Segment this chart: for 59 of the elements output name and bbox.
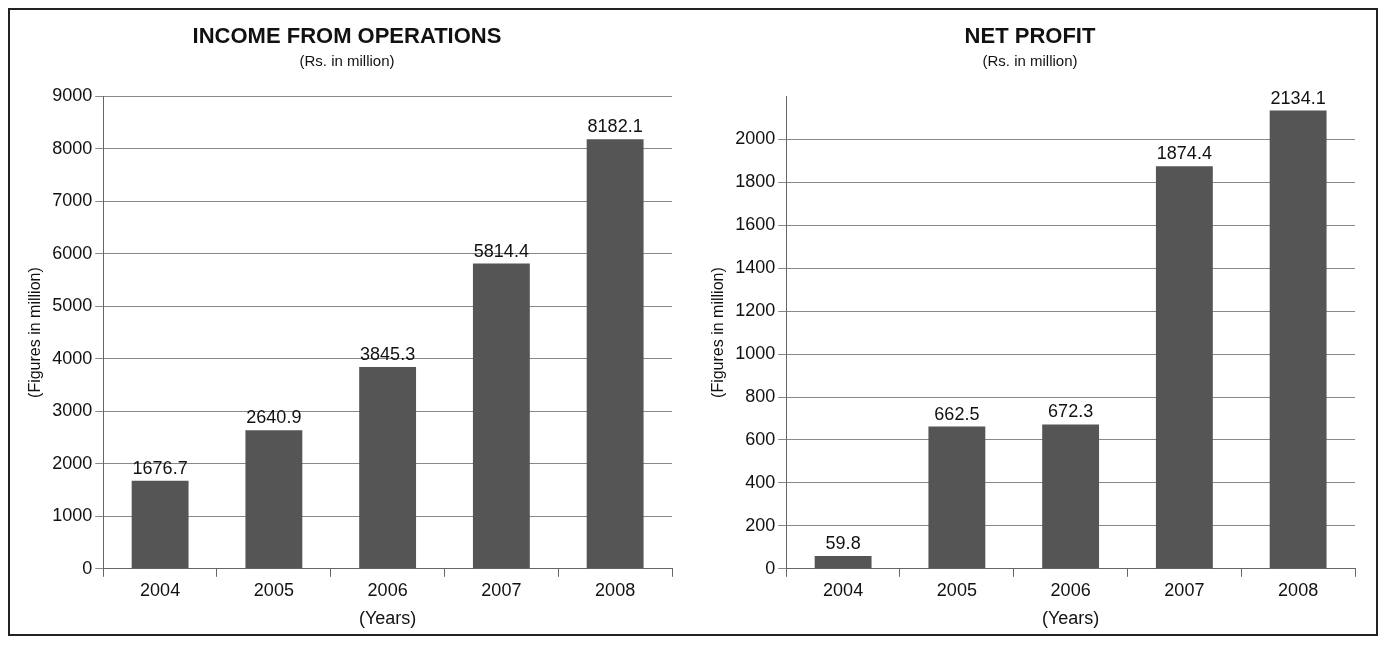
y-tick-label: 1000 — [734, 343, 775, 364]
y-tick-label: 0 — [764, 557, 775, 578]
y-tick-label: 6000 — [51, 242, 92, 263]
data-label: 672.3 — [1047, 401, 1093, 422]
bar — [1155, 166, 1213, 569]
x-tick-label: 2004 — [139, 579, 180, 600]
data-label: 1676.7 — [132, 457, 188, 478]
x-tick-label: 2007 — [480, 579, 521, 600]
data-label: 59.8 — [825, 532, 861, 553]
chart-subtitle: (Rs. in million) — [298, 51, 395, 69]
x-axis-title: (Years) — [358, 608, 416, 629]
data-label: 1874.4 — [1156, 143, 1212, 164]
y-tick-label: 0 — [81, 557, 92, 578]
bar — [1269, 110, 1327, 569]
chart-subtitle: (Rs. in million) — [981, 51, 1078, 69]
y-tick-label: 5000 — [51, 295, 92, 316]
x-tick-label: 2006 — [1050, 579, 1091, 600]
x-tick-label: 2005 — [253, 579, 294, 600]
chart-title: NET PROFIT — [964, 23, 1096, 49]
x-tick-label: 2008 — [1277, 579, 1318, 600]
y-tick-label: 9000 — [51, 85, 92, 106]
y-tick-label: 200 — [744, 514, 775, 535]
y-tick-label: 1200 — [734, 300, 775, 321]
y-tick-label: 3000 — [51, 400, 92, 421]
x-tick-label: 2006 — [367, 579, 408, 600]
bar — [814, 555, 872, 569]
y-tick-label: 7000 — [51, 190, 92, 211]
x-tick-label: 2005 — [936, 579, 977, 600]
x-axis-title: (Years) — [1041, 608, 1099, 629]
x-tick-label: 2007 — [1163, 579, 1204, 600]
bar — [244, 430, 302, 569]
y-tick-label: 1400 — [734, 257, 775, 278]
y-axis-title: (Figures in million) — [25, 267, 43, 398]
y-tick-label: 2000 — [734, 128, 775, 149]
x-tick-label: 2008 — [594, 579, 635, 600]
data-label: 3845.3 — [359, 343, 415, 364]
bar — [472, 263, 530, 569]
bar — [586, 139, 644, 569]
y-tick-label: 1000 — [51, 505, 92, 526]
bar — [131, 480, 189, 569]
y-tick-label: 1600 — [734, 214, 775, 235]
data-label: 8182.1 — [587, 116, 643, 137]
y-tick-label: 1800 — [734, 171, 775, 192]
y-tick-label: 8000 — [51, 137, 92, 158]
y-tick-label: 600 — [744, 428, 775, 449]
y-tick-label: 800 — [744, 385, 775, 406]
chart-title: INCOME FROM OPERATIONS — [192, 23, 501, 49]
y-axis-title: (Figures in million) — [708, 267, 726, 398]
data-label: 662.5 — [933, 403, 979, 424]
y-tick-label: 4000 — [51, 347, 92, 368]
y-tick-label: 400 — [744, 471, 775, 492]
data-label: 2134.1 — [1270, 87, 1326, 108]
y-tick-label: 2000 — [51, 452, 92, 473]
data-label: 2640.9 — [245, 407, 301, 428]
x-tick-label: 2004 — [822, 579, 863, 600]
data-label: 5814.4 — [473, 240, 529, 261]
bar — [1041, 424, 1099, 569]
bar — [358, 366, 416, 569]
bar — [927, 426, 985, 569]
